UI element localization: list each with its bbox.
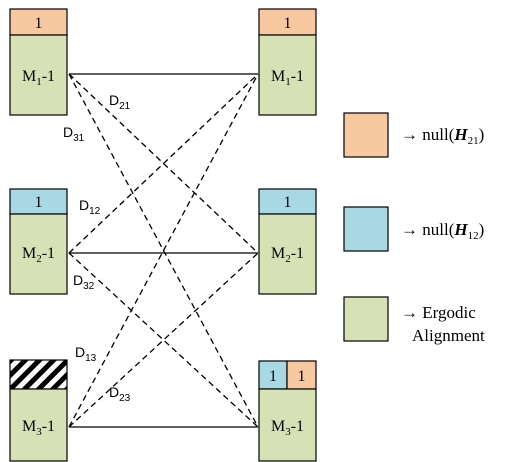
rx2-top-label: 1 [284, 194, 292, 211]
tx2-top-label: 1 [35, 194, 43, 211]
rx1-main-label: M1-1 [271, 68, 304, 88]
legend-swatch-green [343, 296, 389, 342]
rx1-top-cell [258, 8, 317, 36]
rx3-main-cell [258, 388, 317, 462]
tx2-main-label: M2-1 [22, 245, 55, 265]
rx2-block: 1 M2-1 [258, 188, 317, 295]
legend-item-ergodic-line2: Alignment [412, 326, 485, 345]
rx3-block: 1 1 M3-1 [258, 360, 317, 462]
link-d21 [68, 73, 259, 254]
link-labels: D21 D31 D12 D32 D13 D23 [63, 92, 131, 404]
link-d31 [68, 73, 259, 428]
tx2-main-cell [9, 213, 68, 295]
tx3-block: M3-1 [9, 359, 68, 462]
label-d32: D32 [73, 272, 95, 292]
legend-swatch-orange [343, 112, 389, 158]
rx2-top-cell [258, 188, 317, 215]
dashed-links [68, 73, 259, 428]
tx3-hatched-cell [9, 359, 68, 390]
label-d31: D31 [63, 124, 85, 144]
rx1-block: 1 M1-1 [258, 8, 317, 116]
link-d23 [68, 252, 259, 428]
tx2-top-cell [9, 188, 68, 215]
legend-swatch-blue [343, 206, 389, 252]
legend: → null(H21) → null(H12) → Ergodic Alignm… [343, 112, 485, 345]
legend-item-null-h21: → null(H21) [401, 125, 484, 147]
label-d12: D12 [79, 197, 101, 217]
label-d23: D23 [109, 384, 131, 404]
tx3-main-cell [9, 388, 68, 462]
rx3-top-right-cell [286, 360, 317, 390]
rx1-main-cell [258, 34, 317, 116]
tx2-block: 1 M2-1 [9, 188, 68, 295]
rx2-main-cell [258, 213, 317, 295]
rx2-main-label: M2-1 [271, 245, 304, 265]
rx3-top-right-label: 1 [298, 368, 306, 385]
label-d21: D21 [109, 92, 131, 112]
rx3-top-left-label: 1 [269, 368, 277, 385]
legend-item-null-h12: → null(H12) [401, 220, 484, 242]
tx1-main-label: M1-1 [22, 68, 55, 88]
tx1-block: 1 M1-1 [9, 8, 68, 116]
label-d13: D13 [75, 344, 97, 364]
solid-links [69, 73, 258, 428]
tx1-main-cell [9, 34, 68, 116]
legend-item-ergodic-line1: → Ergodic [401, 303, 476, 322]
link-d32 [68, 252, 259, 428]
tx3-main-label: M3-1 [22, 418, 55, 438]
tx1-top-label: 1 [35, 15, 43, 32]
rx3-main-label: M3-1 [271, 418, 304, 438]
rx1-top-label: 1 [284, 15, 292, 32]
